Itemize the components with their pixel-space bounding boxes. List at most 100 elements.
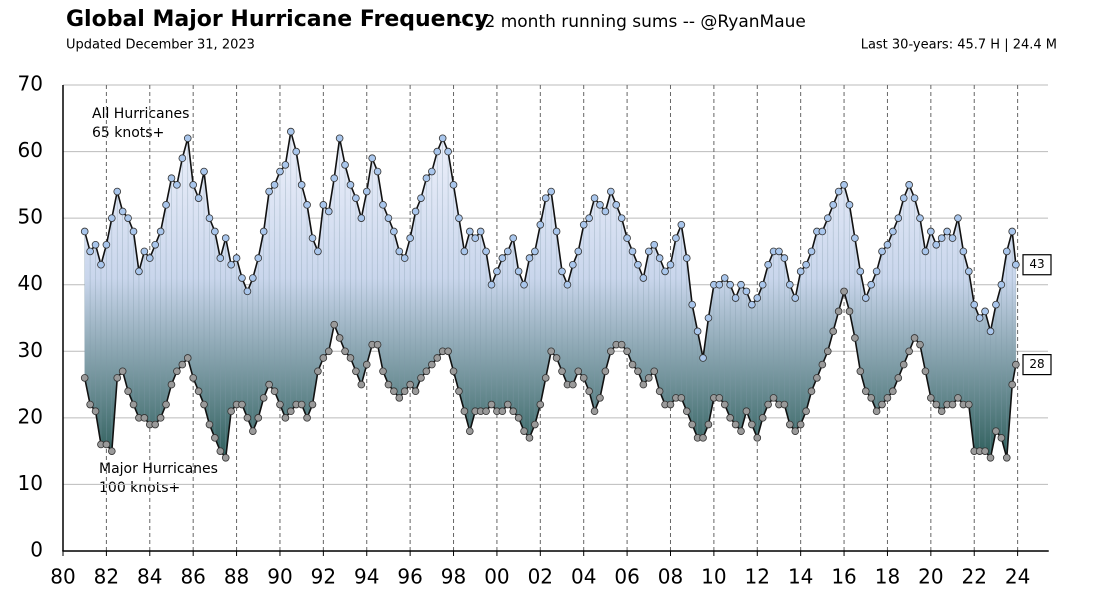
data-point (379, 201, 387, 209)
data-point (287, 127, 295, 136)
data-point (753, 434, 762, 442)
data-point (954, 214, 962, 222)
data-point (514, 267, 523, 276)
data-point (628, 247, 637, 256)
data-point (899, 360, 908, 369)
data-point (97, 260, 105, 269)
data-point (731, 294, 740, 302)
data-point (352, 194, 360, 202)
data-point (151, 240, 160, 249)
data-point (238, 274, 246, 282)
data-point (851, 334, 859, 342)
data-point (574, 367, 583, 376)
data-point (596, 201, 604, 209)
data-point (937, 407, 946, 416)
data-point (113, 187, 122, 196)
data-point (362, 187, 371, 196)
y-tick-label: 20 (18, 404, 43, 428)
data-point (769, 394, 778, 402)
data-point (883, 394, 892, 402)
updated-note: Updated December 31, 2023 (66, 38, 255, 53)
data-point (482, 247, 490, 256)
data-point (943, 227, 951, 236)
x-tick-label: 88 (224, 565, 249, 589)
data-point (276, 400, 284, 409)
data-point (108, 447, 116, 455)
data-point (541, 374, 550, 382)
data-point (672, 234, 680, 242)
data-point (921, 247, 930, 256)
data-point (167, 174, 176, 183)
data-point (639, 274, 648, 282)
data-point (259, 394, 268, 402)
data-point (796, 420, 805, 429)
data-point (200, 167, 208, 176)
data-point (845, 201, 854, 209)
data-point (786, 420, 794, 429)
data-point (569, 260, 577, 269)
data-point (628, 360, 637, 369)
data-point (1002, 453, 1011, 462)
data-point (748, 420, 756, 429)
data-point (319, 354, 328, 362)
data-point (227, 260, 235, 269)
data-point (265, 380, 273, 389)
data-point (417, 194, 425, 202)
data-point (525, 254, 534, 262)
data-point (666, 400, 675, 409)
data-point (173, 181, 181, 189)
data-point (818, 360, 827, 369)
data-point (498, 254, 507, 262)
data-point (726, 414, 734, 422)
chart-title: Global Major Hurricane Frequency (66, 7, 489, 32)
data-point (536, 221, 545, 229)
data-point (178, 154, 187, 163)
data-point (400, 387, 409, 396)
data-point (932, 400, 941, 409)
data-point (395, 394, 404, 402)
data-point (590, 194, 599, 202)
data-point (704, 420, 713, 429)
data-point (167, 380, 176, 389)
data-point (444, 347, 452, 356)
data-point (422, 367, 431, 376)
data-point (308, 234, 317, 242)
data-point (444, 147, 452, 156)
x-tick-label: 20 (918, 565, 943, 589)
data-point (585, 214, 593, 222)
data-point (813, 374, 821, 382)
x-tick-label: 84 (137, 565, 162, 589)
y-tick-label: 10 (18, 471, 43, 495)
data-point (243, 287, 252, 296)
data-point (221, 453, 230, 462)
data-point (390, 387, 398, 396)
data-point (720, 274, 729, 282)
data-point (731, 420, 740, 429)
data-point (324, 207, 333, 216)
data-point (113, 374, 122, 382)
data-point (531, 420, 539, 429)
data-point (411, 387, 420, 396)
data-point (796, 267, 805, 276)
data-point (254, 254, 263, 262)
data-point (189, 374, 197, 382)
data-point (997, 280, 1006, 289)
data-point (650, 240, 659, 249)
data-point (324, 347, 333, 356)
data-point (531, 247, 539, 256)
series-label: All Hurricanes (92, 106, 189, 122)
data-point (959, 247, 968, 256)
x-tick-label: 02 (528, 565, 553, 589)
end-value-label: 43 (1029, 257, 1044, 271)
data-point (612, 201, 621, 209)
data-point (623, 347, 631, 356)
data-point (156, 227, 165, 236)
data-point (889, 227, 897, 236)
y-tick-label: 70 (18, 72, 43, 96)
data-point (547, 187, 555, 196)
data-point (287, 407, 295, 416)
summary-note: Last 30-years: 45.7 H | 24.4 M (861, 38, 1057, 53)
data-point (1008, 380, 1017, 389)
data-point (189, 181, 197, 189)
data-point (737, 427, 745, 435)
